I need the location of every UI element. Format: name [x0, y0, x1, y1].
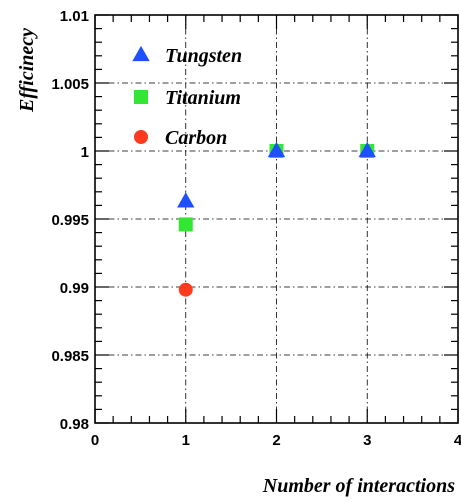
y-tick-label: 0.99	[60, 280, 89, 297]
data-point-tungsten	[358, 141, 376, 158]
legend-label-titanium: Titanium	[165, 87, 241, 109]
y-tick-label: 1	[81, 144, 89, 161]
y-tick-label: 0.98	[60, 416, 89, 433]
data-point-tungsten	[177, 192, 195, 208]
x-tick-label: 0	[91, 432, 99, 449]
x-tick-label: 1	[182, 432, 190, 449]
data-point-titanium	[178, 217, 193, 232]
y-tick-label: 1.005	[51, 76, 89, 93]
x-axis-title: Number of interactions	[262, 475, 455, 497]
y-tick-label: 1.01	[60, 8, 89, 25]
legend-marker-titanium	[134, 90, 148, 104]
y-tick-label: 0.995	[51, 212, 89, 229]
data-point-tungsten	[267, 141, 286, 158]
y-axis-title: Efficinecy	[16, 28, 38, 113]
x-tick-label: 2	[272, 432, 280, 449]
data-point-carbon	[178, 282, 193, 297]
legend-label-tungsten: Tungsten	[165, 45, 242, 67]
y-tick-label: 0.985	[51, 348, 89, 365]
legend-marker-tungsten	[132, 45, 150, 62]
x-tick-label: 4	[454, 432, 461, 449]
legend-label-carbon: Carbon	[165, 127, 227, 149]
x-tick-label: 3	[363, 432, 371, 449]
legend-marker-carbon	[134, 130, 148, 144]
